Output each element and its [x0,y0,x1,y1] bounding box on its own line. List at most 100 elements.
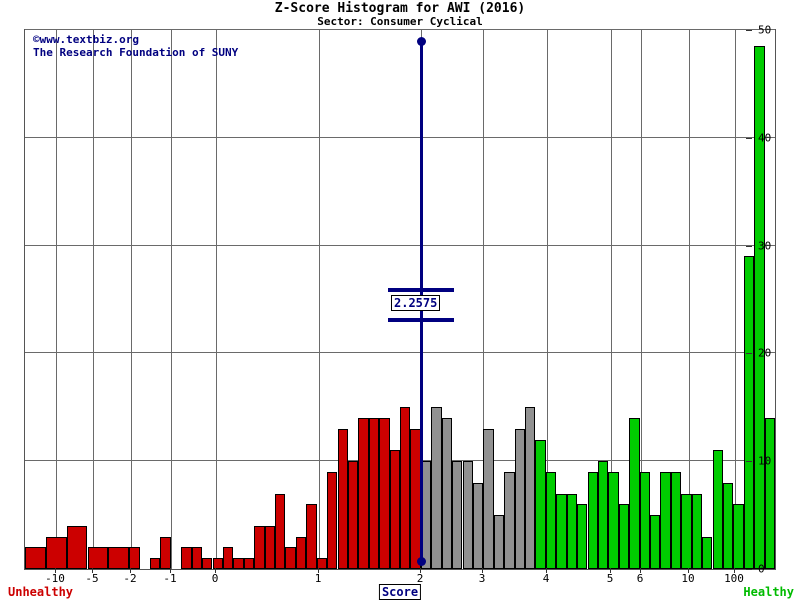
gridline-x-1 [319,30,320,569]
histogram-bar [327,471,338,569]
x-axis-label: Score [378,584,422,600]
histogram-bar [483,428,494,569]
histogram-bar [504,471,515,569]
histogram-bar [45,536,67,569]
histogram-bar [629,418,640,569]
gridline-x-4 [547,30,548,569]
y-tick-label-30: 30 [758,239,772,253]
x-tick-mark-6 [640,568,641,573]
watermark-line-1: ©www.textbiz.org [33,33,139,46]
x-tick-label-6: 6 [636,572,644,585]
histogram-bar [712,450,723,569]
histogram-bar [108,547,130,569]
histogram-bar [243,558,255,569]
y-tick-mark-30 [746,245,752,247]
x-tick-mark--5 [92,568,93,573]
gridline-y-20 [25,352,775,354]
histogram-bar [702,536,713,569]
histogram-bar [514,428,525,569]
y-tick-label-0: 0 [758,562,765,576]
gridline-x-6 [641,30,642,569]
x-tick-label-3: 3 [478,572,486,585]
histogram-bar [275,493,286,569]
histogram-bar [160,536,171,569]
x-tick-label-5: 5 [606,572,614,585]
y-tick-mark-40 [746,137,752,139]
histogram-bar [577,504,588,569]
histogram-bar [295,536,307,569]
unhealthy-label: Unhealthy [8,585,74,599]
histogram-bar [462,461,473,569]
x-tick-label--2: -2 [123,572,137,585]
histogram-bar [222,547,234,569]
histogram-bar [306,504,317,569]
gridline-x-0 [216,30,217,569]
gridline-y-50 [25,29,775,30]
histogram-bar [597,461,609,569]
x-tick-mark--10 [55,568,56,573]
histogram-bar [400,407,411,569]
histogram-bar [525,407,536,569]
y-tick-label-50: 50 [758,23,772,37]
histogram-bar [535,439,546,569]
x-tick-mark-2 [420,568,421,573]
histogram-bar [285,547,296,569]
histogram-bar [618,504,630,569]
histogram-bar [733,504,744,569]
x-tick-label-2: 2 [416,572,424,585]
x-tick-label-1: 1 [314,572,322,585]
healthy-label: Healthy [743,585,794,599]
x-tick-label-10: 10 [681,572,695,585]
histogram-bar [472,482,484,569]
y-tick-mark-0 [746,569,752,570]
y-tick-label-10: 10 [758,454,772,468]
y-tick-mark-50 [746,30,752,31]
histogram-bars [25,30,775,569]
y-tick-label-20: 20 [758,346,772,360]
histogram-bar [181,547,192,569]
gridline-x-3 [483,30,484,569]
histogram-bar [743,256,755,569]
marker-cap-top [388,288,454,292]
x-tick-label-4: 4 [542,572,550,585]
x-tick-label--5: -5 [85,572,99,585]
histogram-bar [431,407,442,569]
histogram-bar [129,547,140,569]
histogram-bar [650,515,661,569]
histogram-bar [191,547,203,569]
histogram-bar [754,46,765,569]
histogram-bar [358,418,369,569]
gridline-x-10 [689,30,690,569]
histogram-bar [87,547,109,569]
histogram-bar [639,471,650,569]
x-tick-label-100: 100 [724,572,744,585]
histogram-bar [337,428,348,569]
histogram-bar [681,493,692,569]
watermark-line-2: The Research Foundation of SUNY [33,46,239,59]
histogram-bar [722,482,734,569]
x-tick-mark-10 [688,568,689,573]
histogram-bar [691,493,703,569]
histogram-bar [660,471,671,569]
histogram-bar [389,450,400,569]
histogram-bar [66,525,88,569]
histogram-bar [212,558,223,569]
gridline-x--10 [56,30,57,569]
marker-cap-bottom [388,318,454,322]
marker-value-label: 2.2575 [391,295,441,311]
histogram-bar [316,558,328,569]
x-tick-mark-4 [546,568,547,573]
x-tick-mark-3 [482,568,483,573]
x-tick-label--1: -1 [163,572,177,585]
y-tick-mark-20 [746,353,752,355]
histogram-bar [347,461,359,569]
y-tick-mark-10 [746,461,752,463]
histogram-bar [566,493,578,569]
y-tick-label-40: 40 [758,131,772,145]
gridline-x--2 [131,30,132,569]
histogram-bar [368,418,380,569]
histogram-bar [150,558,161,569]
histogram-bar [202,558,213,569]
histogram-bar [670,471,682,569]
